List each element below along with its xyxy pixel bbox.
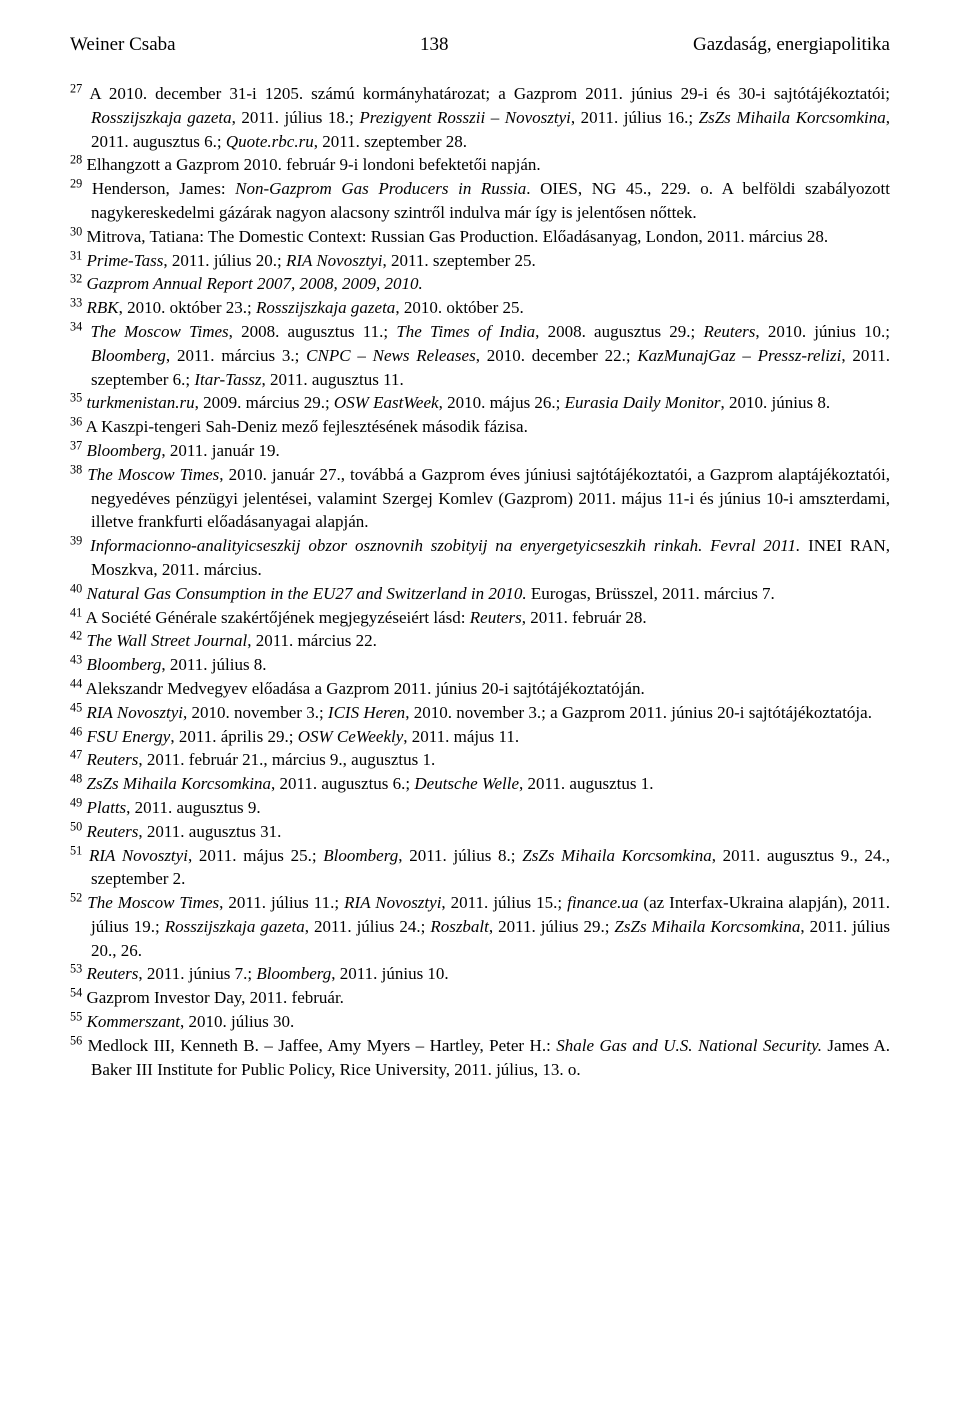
footnote-number: 33 — [70, 296, 82, 310]
footnote-number: 30 — [70, 224, 82, 238]
footnote-number: 43 — [70, 652, 82, 666]
footnote-number: 55 — [70, 1009, 82, 1023]
footnote-number: 48 — [70, 771, 82, 785]
footnote: 27 A 2010. december 31-i 1205. számú kor… — [70, 82, 890, 153]
footnote-number: 37 — [70, 438, 82, 452]
footnote: 36 A Kaszpi-tengeri Sah-Deniz mező fejle… — [70, 415, 890, 439]
footnote: 30 Mitrova, Tatiana: The Domestic Contex… — [70, 225, 890, 249]
footnote: 54 Gazprom Investor Day, 2011. február. — [70, 986, 890, 1010]
footnote-number: 54 — [70, 986, 82, 1000]
footnote-number: 28 — [70, 153, 82, 167]
footnote-number: 56 — [70, 1033, 82, 1047]
footnote: 43 Bloomberg, 2011. július 8. — [70, 653, 890, 677]
footnote: 39 Informacionno-analityicseszkij obzor … — [70, 534, 890, 582]
footnote-number: 46 — [70, 724, 82, 738]
footnote-number: 36 — [70, 415, 82, 429]
running-header: Weiner Csaba 138 Gazdaság, energiapoliti… — [70, 34, 890, 56]
footnote-number: 47 — [70, 748, 82, 762]
footnote-number: 34 — [70, 319, 82, 333]
footnote: 41 A Société Générale szakértőjének megj… — [70, 606, 890, 630]
footnote-number: 35 — [70, 391, 82, 405]
footnote: 45 RIA Novosztyi, 2010. november 3.; ICI… — [70, 701, 890, 725]
footnote-number: 42 — [70, 629, 82, 643]
footnote-number: 44 — [70, 676, 82, 690]
footnote-number: 39 — [70, 533, 82, 547]
footnote: 40 Natural Gas Consumption in the EU27 a… — [70, 582, 890, 606]
footnote: 29 Henderson, James: Non-Gazprom Gas Pro… — [70, 177, 890, 225]
footnote-number: 49 — [70, 795, 82, 809]
footnote-number: 32 — [70, 272, 82, 286]
footnote-number: 29 — [70, 177, 82, 191]
footnote-number: 40 — [70, 581, 82, 595]
footnote: 32 Gazprom Annual Report 2007, 2008, 200… — [70, 272, 890, 296]
footnote: 48 ZsZs Mihaila Korcsomkina, 2011. augus… — [70, 772, 890, 796]
footnote: 55 Kommerszant, 2010. július 30. — [70, 1010, 890, 1034]
page: Weiner Csaba 138 Gazdaság, energiapoliti… — [0, 0, 960, 1121]
footnote: 46 FSU Energy, 2011. április 29.; OSW Ce… — [70, 725, 890, 749]
footnote-number: 45 — [70, 700, 82, 714]
header-author: Weiner Csaba — [70, 34, 176, 56]
footnote: 37 Bloomberg, 2011. január 19. — [70, 439, 890, 463]
footnote: 38 The Moscow Times, 2010. január 27., t… — [70, 463, 890, 534]
header-section: Gazdaság, energiapolitika — [693, 34, 890, 56]
footnote-number: 27 — [70, 81, 82, 95]
footnote-number: 31 — [70, 248, 82, 262]
footnote-number: 41 — [70, 605, 82, 619]
footnote: 51 RIA Novosztyi, 2011. május 25.; Bloom… — [70, 844, 890, 892]
footnote-number: 50 — [70, 819, 82, 833]
footnote-number: 51 — [70, 843, 82, 857]
footnotes-block: 27 A 2010. december 31-i 1205. számú kor… — [70, 82, 890, 1081]
footnote: 50 Reuters, 2011. augusztus 31. — [70, 820, 890, 844]
footnote: 35 turkmenistan.ru, 2009. március 29.; O… — [70, 391, 890, 415]
footnote: 44 Alekszandr Medvegyev előadása a Gazpr… — [70, 677, 890, 701]
footnote: 33 RBK, 2010. október 23.; Rosszijszkaja… — [70, 296, 890, 320]
footnote: 28 Elhangzott a Gazprom 2010. február 9-… — [70, 153, 890, 177]
footnote: 42 The Wall Street Journal, 2011. márciu… — [70, 629, 890, 653]
footnote: 52 The Moscow Times, 2011. július 11.; R… — [70, 891, 890, 962]
footnote: 53 Reuters, 2011. június 7.; Bloomberg, … — [70, 962, 890, 986]
footnote: 31 Prime-Tass, 2011. július 20.; RIA Nov… — [70, 249, 890, 273]
footnote-number: 53 — [70, 962, 82, 976]
footnote: 47 Reuters, 2011. február 21., március 9… — [70, 748, 890, 772]
footnote: 56 Medlock III, Kenneth B. – Jaffee, Amy… — [70, 1034, 890, 1082]
footnote-number: 38 — [70, 462, 82, 476]
footnote-number: 52 — [70, 890, 82, 904]
footnote: 49 Platts, 2011. augusztus 9. — [70, 796, 890, 820]
footnote: 34 The Moscow Times, 2008. augusztus 11.… — [70, 320, 890, 391]
header-page-number: 138 — [420, 34, 449, 56]
